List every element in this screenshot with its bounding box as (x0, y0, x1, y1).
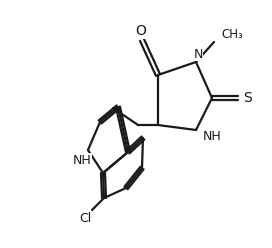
Text: O: O (135, 24, 146, 38)
Text: NH: NH (73, 154, 91, 166)
Text: S: S (243, 91, 251, 105)
Text: NH: NH (203, 130, 222, 144)
Text: N: N (193, 48, 203, 61)
Text: Cl: Cl (79, 212, 91, 224)
Text: CH₃: CH₃ (221, 29, 243, 41)
